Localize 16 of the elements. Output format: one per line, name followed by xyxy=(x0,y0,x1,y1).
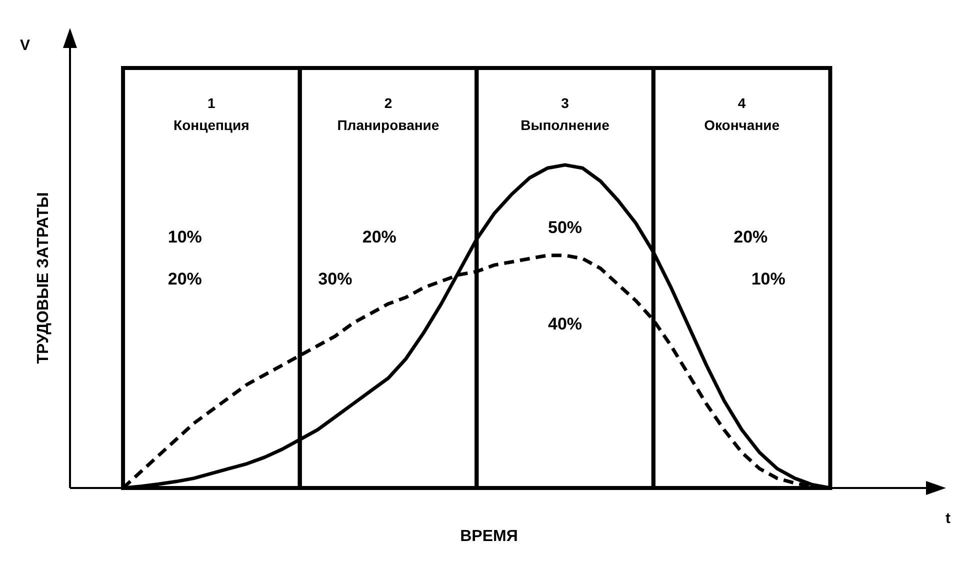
text: 2 Планирование xyxy=(337,95,440,133)
x-axis-title: ВРЕМЯ xyxy=(460,528,518,545)
text: V xyxy=(20,37,30,54)
annotation: 20% xyxy=(168,269,202,288)
text: 1 Концепция xyxy=(174,95,250,133)
text: 3 Выполнение xyxy=(520,95,610,133)
text: t xyxy=(946,510,950,527)
annotation: 20% xyxy=(734,227,768,246)
text: 4 Окончание xyxy=(704,95,780,133)
annotation: 10% xyxy=(751,269,786,288)
annotation: 50% xyxy=(548,218,582,237)
annotation: 30% xyxy=(318,269,352,288)
annotation: 20% xyxy=(362,227,396,246)
annotation: 40% xyxy=(548,314,582,334)
y-axis-title: ТРУДОВЫЕ ЗАТРАТЫ xyxy=(35,192,52,364)
annotation: 10% xyxy=(168,227,202,246)
